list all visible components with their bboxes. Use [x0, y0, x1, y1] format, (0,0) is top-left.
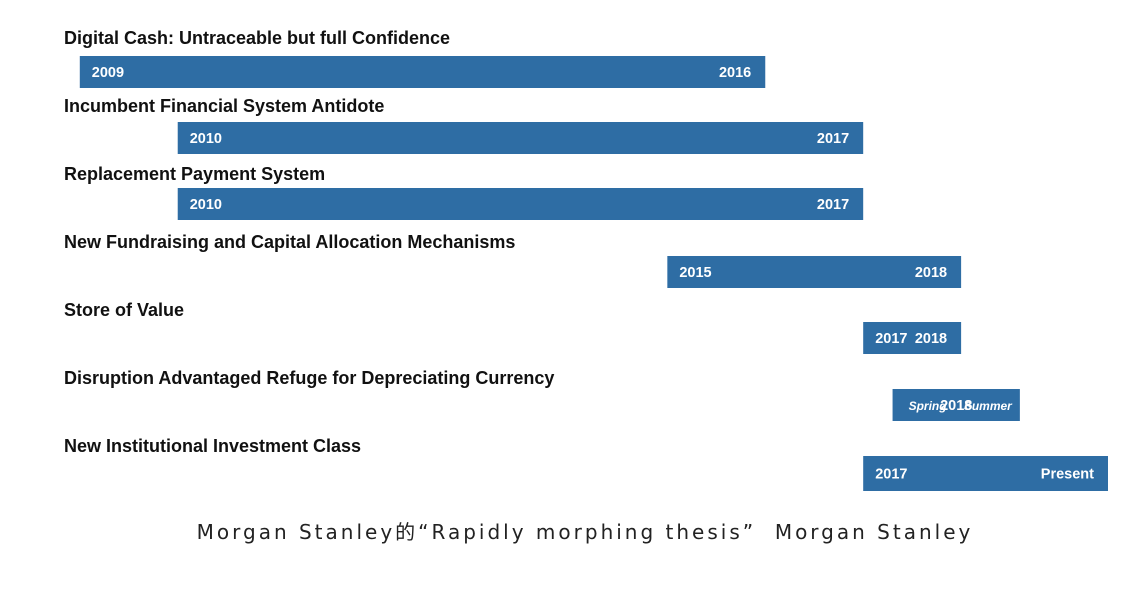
timeline-bar [177, 122, 864, 154]
timeline-bar [79, 56, 766, 88]
row-title: Store of Value [64, 300, 184, 320]
bar-end-label: 2017 [817, 131, 849, 147]
timeline-row: Incumbent Financial System Antidote 2010 2… [64, 96, 864, 154]
bar-start-label: 2017 [875, 331, 907, 347]
bar-start-label: 2017 [875, 467, 907, 483]
bar-end-label: Summer [964, 399, 1013, 413]
bar-end-label: 2018 [915, 265, 947, 281]
row-title: Disruption Advantaged Refuge for Depreci… [64, 368, 554, 388]
timeline-row: Digital Cash: Untraceable but full Confi… [64, 28, 766, 88]
timeline-bar [667, 256, 962, 288]
bar-start-label: 2010 [190, 197, 222, 213]
figure-caption: Morgan Stanley的“Rapidly morphing thesis”… [196, 520, 974, 544]
timeline-row: New Institutional Investment Class 2017 Pr… [64, 436, 1108, 491]
bar-end-label: Present [1041, 467, 1094, 483]
timeline-chart: Digital Cash: Untraceable but full Confi… [64, 28, 1108, 491]
bar-start-label: 2010 [190, 131, 222, 147]
bar-start-label: Spring [909, 399, 948, 413]
bar-start-label: 2009 [92, 65, 124, 81]
timeline-row: Replacement Payment System 2010 2017 [64, 164, 864, 220]
bar-end-label: 2017 [817, 197, 849, 213]
timeline-row: New Fundraising and Capital Allocation M… [64, 232, 962, 288]
row-title: New Institutional Investment Class [64, 436, 361, 456]
timeline-row: Store of Value 2017 2018 [64, 300, 962, 354]
bar-start-label: 2015 [679, 265, 711, 281]
timeline-bar [892, 389, 1020, 421]
row-title: Replacement Payment System [64, 164, 325, 184]
bar-end-label: 2018 [915, 331, 947, 347]
timeline-bar [863, 322, 962, 354]
row-title: Incumbent Financial System Antidote [64, 96, 384, 116]
timeline-bar [863, 456, 1108, 491]
bar-end-label: 2016 [719, 65, 751, 81]
row-title: New Fundraising and Capital Allocation M… [64, 232, 515, 252]
bar-mid-label: 2018 [940, 398, 972, 414]
row-title: Digital Cash: Untraceable but full Confi… [64, 28, 450, 48]
timeline-row: Disruption Advantaged Refuge for Depreci… [64, 368, 1020, 421]
timeline-bar [177, 188, 864, 220]
